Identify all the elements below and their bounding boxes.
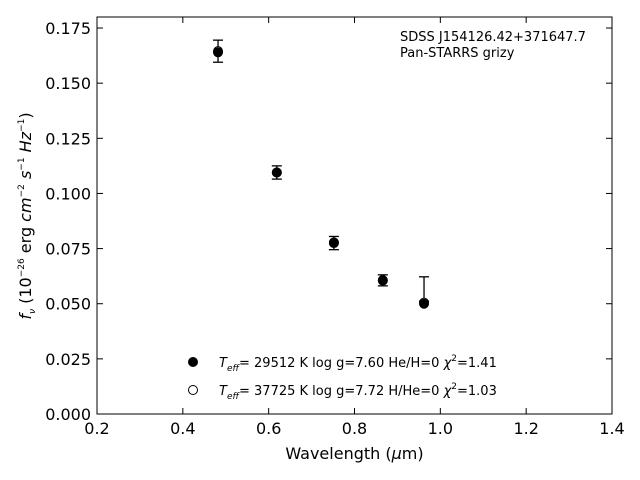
x-tick-label: 0.8 — [342, 419, 367, 438]
y-tick-label: 0.175 — [45, 19, 91, 38]
annotation-line-1: SDSS J154126.42+371647.7 — [400, 30, 586, 45]
filled-circle-point — [419, 298, 430, 309]
filled-circle-point — [377, 275, 388, 286]
y-tick-label: 0.000 — [45, 405, 91, 424]
legend-marker-open — [188, 385, 198, 395]
x-tick-label: 1.4 — [599, 419, 624, 438]
y-tick-label: 0.075 — [45, 240, 91, 259]
annotation: SDSS J154126.42+371647.7 Pan-STARRS griz… — [400, 30, 586, 61]
x-tick-label: 0.4 — [170, 419, 195, 438]
data-points — [213, 46, 430, 309]
y-tick-label: 0.125 — [45, 129, 91, 148]
legend-marker-filled — [188, 357, 198, 367]
x-axis-label: Wavelength (μm) — [285, 444, 423, 463]
filled-circle-point — [271, 167, 282, 178]
y-tick-label: 0.150 — [45, 74, 91, 93]
filled-circle-point — [213, 47, 224, 58]
y-tick-label: 0.100 — [45, 184, 91, 203]
legend-label-1: Teff= 29512 K log g=7.60 He/H=0 χ2=1.41 — [219, 354, 497, 374]
x-tick-label: 0.2 — [84, 419, 109, 438]
y-tick-label: 0.025 — [45, 350, 91, 369]
x-tick-label: 0.6 — [256, 419, 281, 438]
plot-area-frame — [96, 16, 613, 415]
annotation-line-2: Pan-STARRS grizy — [400, 46, 515, 61]
y-tick-label: 0.050 — [45, 295, 91, 314]
legend: Teff= 29512 K log g=7.60 He/H=0 χ2=1.41 … — [188, 354, 497, 402]
filled-circle-point — [328, 238, 339, 249]
error-bars — [213, 39, 430, 302]
x-tick-label: 1.2 — [513, 419, 538, 438]
axis-ticks: 0.2 0.4 0.6 0.8 1.0 1.2 1.4 0.000 0.025 0.050 0.07… — [45, 17, 625, 438]
y-axis-label: fν (10−26 erg cm−2 s−1 Hz−1) — [16, 112, 38, 319]
x-tick-label: 1.0 — [428, 419, 453, 438]
legend-label-2: Teff= 37725 K log g=7.72 H/He=0 χ2=1.03 — [219, 382, 497, 402]
